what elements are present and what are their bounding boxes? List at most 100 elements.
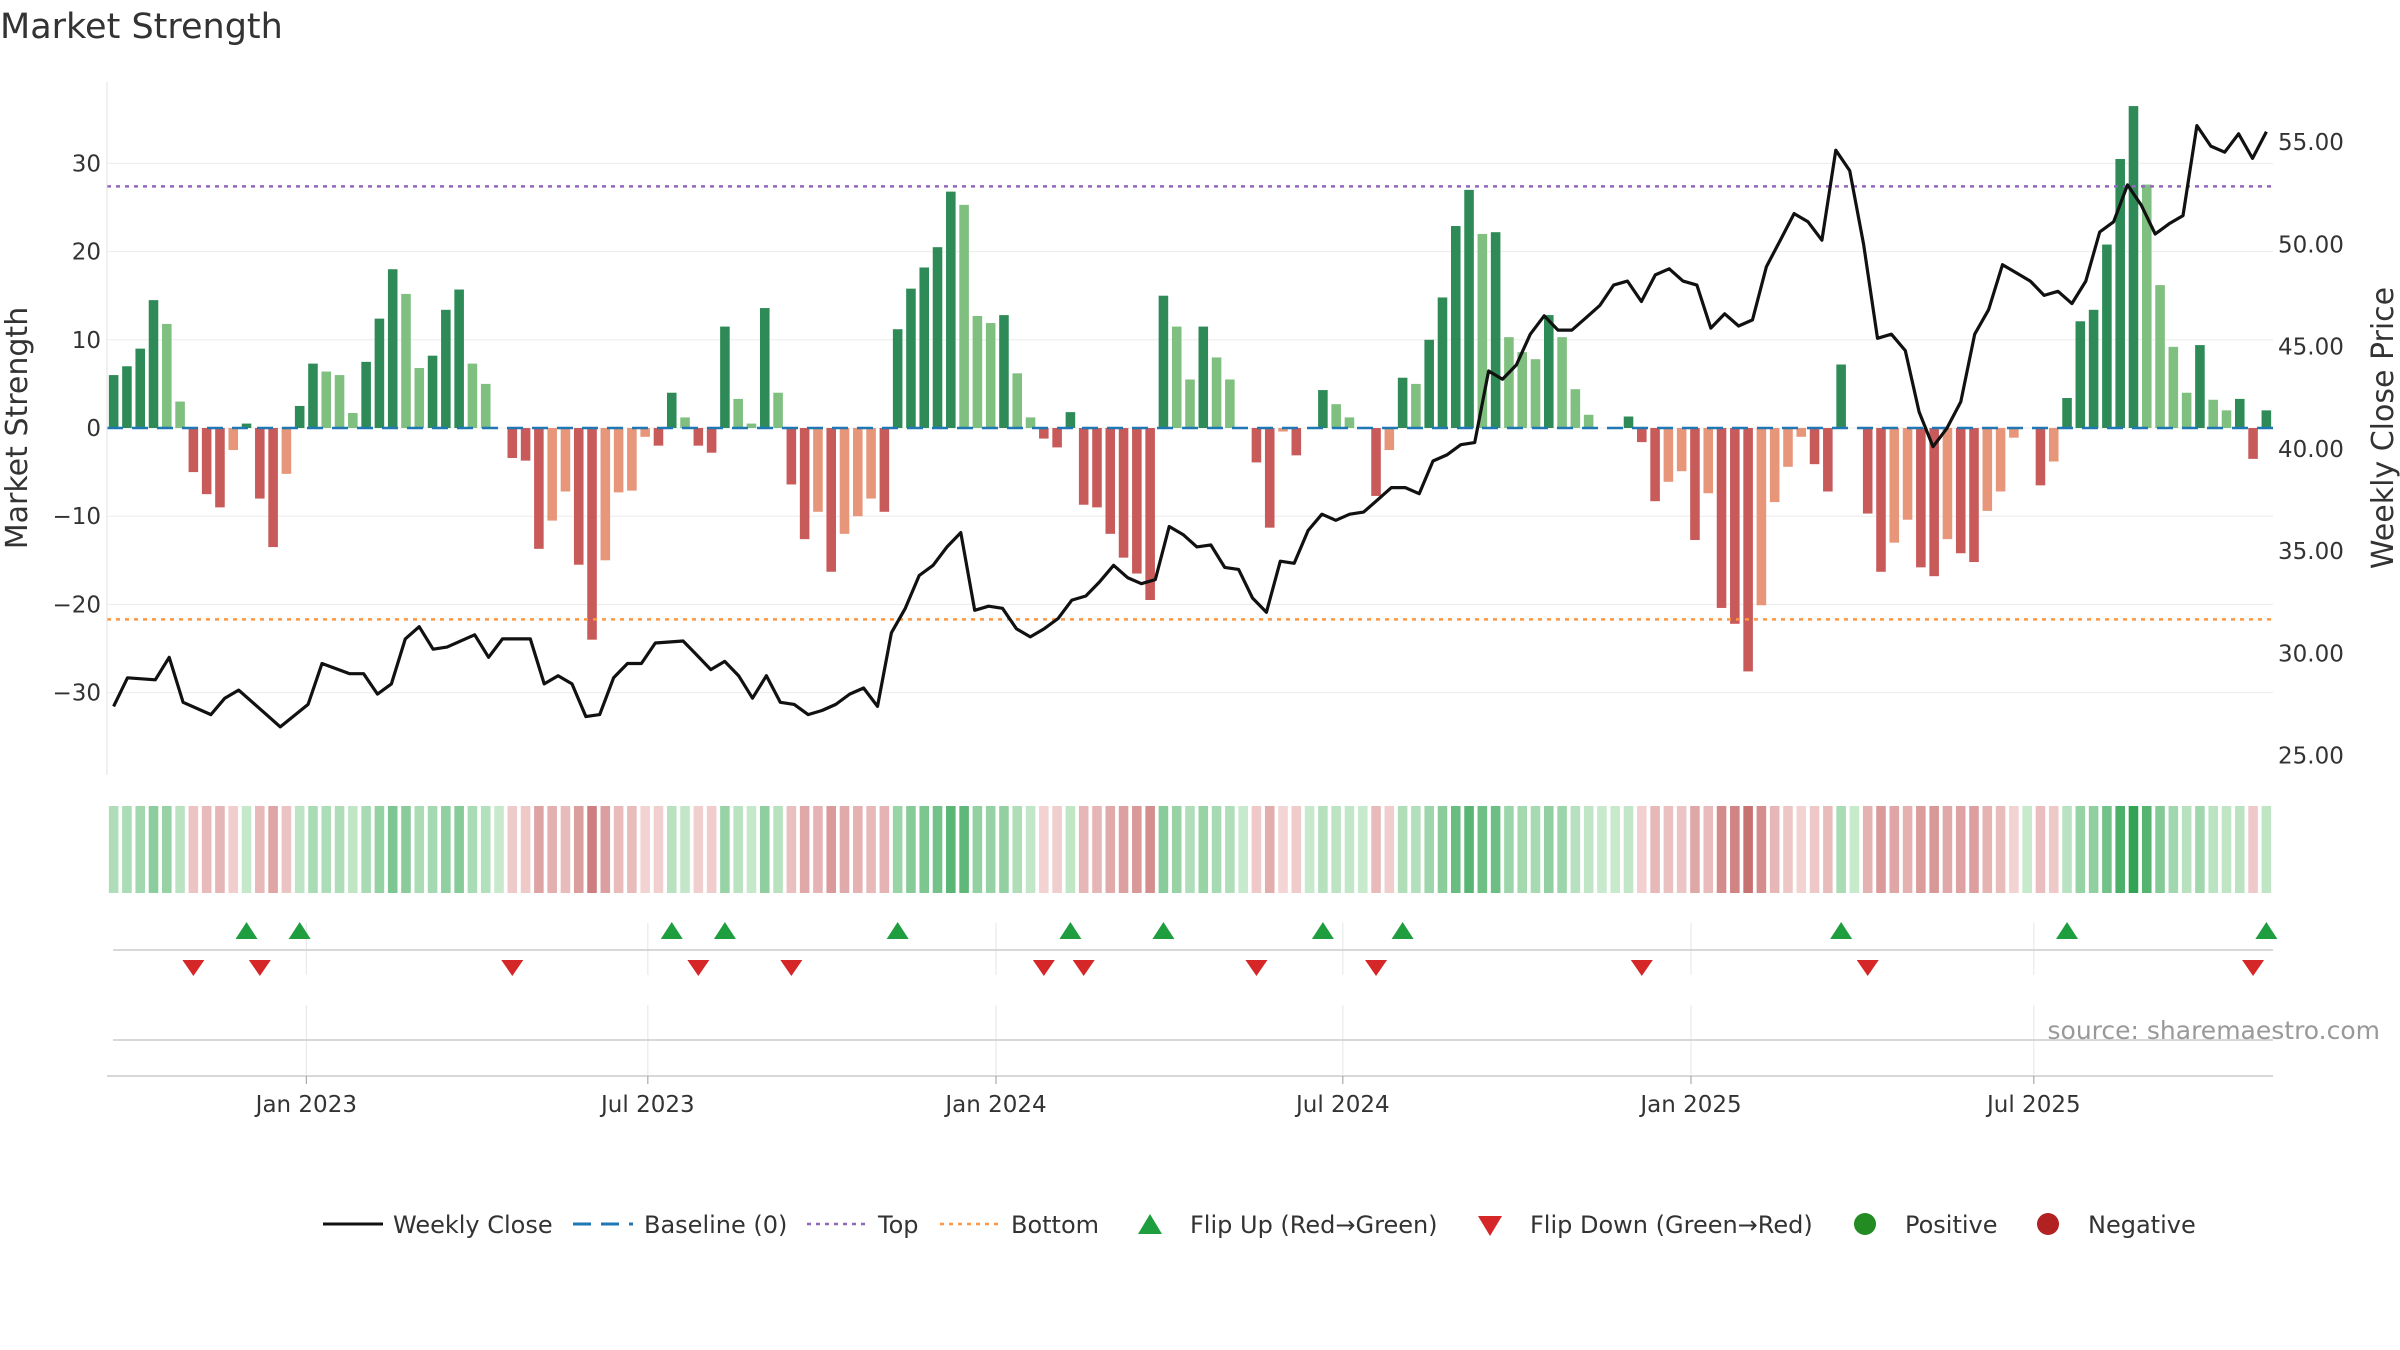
strength-bar — [906, 288, 916, 428]
strength-bar — [853, 428, 863, 517]
heat-cell — [201, 806, 212, 893]
heat-cell — [866, 806, 876, 893]
strength-bar — [547, 428, 557, 521]
heat-cell — [1185, 806, 1195, 893]
heat-cell — [2195, 806, 2205, 893]
heat-cell — [1025, 806, 1036, 893]
strength-bar — [600, 428, 611, 561]
heat-cell — [600, 806, 611, 893]
heat-cell — [241, 806, 252, 893]
strength-bar — [467, 363, 478, 428]
strength-bar — [1530, 359, 1541, 428]
heat-cell — [1929, 806, 1939, 893]
heat-cell — [1344, 806, 1355, 893]
strength-bar — [334, 375, 345, 428]
heat-cell — [1942, 806, 1953, 893]
heat-cell — [2181, 806, 2192, 893]
strength-bar — [1969, 428, 1979, 563]
strength-bar — [2115, 158, 2125, 429]
legend-positive: Positive — [1905, 1211, 1998, 1239]
flip-down-marker — [1630, 960, 1653, 976]
strength-bar — [1916, 428, 1926, 568]
heat-cell — [228, 806, 239, 893]
y-left-tick-label: −20 — [52, 592, 101, 618]
strength-bar — [1623, 416, 1634, 428]
heat-cell — [759, 806, 770, 893]
heat-cell — [135, 806, 146, 893]
heat-cell — [2009, 806, 2019, 893]
heat-cell — [919, 806, 930, 893]
y-axis-right-label: Weekly Close Price — [2366, 287, 2400, 569]
heat-cell — [1862, 806, 1873, 893]
strength-bar — [454, 289, 464, 428]
strength-bar — [427, 355, 438, 428]
heat-cell — [507, 806, 518, 893]
heat-cell — [2048, 806, 2059, 893]
heat-cell — [1105, 806, 1116, 893]
flip-up-marker — [2056, 922, 2079, 939]
strength-bar — [361, 361, 371, 428]
heat-cell — [1743, 806, 1753, 893]
y-left-tick-label: 20 — [72, 240, 101, 266]
heat-cell — [1078, 806, 1089, 893]
strength-bar — [799, 428, 810, 540]
strength-bar — [1889, 428, 1900, 543]
heat-cell — [1650, 806, 1660, 893]
heat-cell — [999, 806, 1009, 893]
heat-cell — [2062, 806, 2072, 893]
heat-cell — [972, 806, 983, 893]
strength-bar — [2102, 244, 2112, 428]
heat-cell — [1995, 806, 2006, 893]
strength-bar — [613, 428, 624, 493]
heat-cell — [494, 806, 504, 893]
strength-bar — [1052, 428, 1062, 448]
heat-cell — [534, 806, 544, 893]
flip-up-marker — [1152, 922, 1175, 939]
strength-bar — [573, 428, 584, 565]
heat-cell — [1357, 806, 1368, 893]
heat-cell — [1158, 806, 1169, 893]
heat-cell — [1544, 806, 1554, 893]
legend-flip-up: Flip Up (Red→Green) — [1190, 1211, 1438, 1239]
y-left-tick-label: 0 — [86, 416, 101, 442]
heat-cell — [1437, 806, 1448, 893]
heat-cell — [2248, 806, 2258, 893]
strength-bar — [321, 371, 332, 428]
strength-bar — [268, 428, 278, 548]
strength-bar — [786, 428, 797, 485]
strength-bar — [1995, 428, 2006, 492]
strength-bar — [2181, 392, 2192, 428]
strength-bar — [201, 428, 212, 495]
legend-weekly-close: Weekly Close — [393, 1211, 553, 1239]
heat-cell — [1769, 806, 1780, 893]
heat-cell — [255, 806, 265, 893]
strength-bar — [1264, 428, 1275, 528]
flip-down-marker — [501, 960, 524, 976]
strength-bar — [1583, 414, 1594, 428]
heat-cell — [1065, 806, 1076, 893]
flip-up-marker — [1391, 922, 1414, 939]
strength-bar — [666, 392, 677, 428]
strength-bar — [148, 300, 159, 428]
strength-bar — [228, 428, 239, 451]
axes: 30 20 10 0 −10 −20 −30 55.00 50.00 45.00 40.00 35.0… — [52, 82, 2344, 1118]
flip-down-marker — [1365, 960, 1388, 976]
heat-cell — [1118, 806, 1129, 893]
heat-cell — [1464, 806, 1474, 893]
strength-bar — [2128, 106, 2139, 428]
x-tick-label: Jul 2025 — [1985, 1092, 2081, 1118]
legend-flip-up-icon — [1138, 1214, 1162, 1234]
strength-bar — [1185, 379, 1195, 428]
heat-cell — [1052, 806, 1062, 893]
heat-cell — [1637, 806, 1647, 893]
strength-bar — [162, 323, 172, 428]
strength-bar — [1517, 352, 1527, 428]
y-right-tick-label: 35.00 — [2278, 539, 2344, 565]
heat-cell — [627, 806, 637, 893]
heat-cell — [1730, 806, 1740, 893]
heat-cell — [1132, 806, 1142, 893]
y-axis-left-label: Market Strength — [0, 307, 35, 549]
strength-bar — [680, 417, 690, 428]
x-tick-label: Jan 2025 — [1638, 1092, 1741, 1118]
strength-bar — [1211, 357, 1222, 428]
